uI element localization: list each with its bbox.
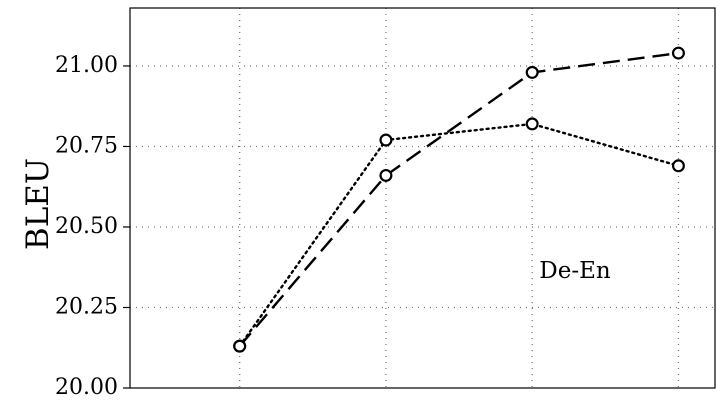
y-tick-label: 21.00 <box>55 53 118 78</box>
plot-frame <box>129 7 716 389</box>
series-layer <box>233 46 685 353</box>
dashed-series-point <box>379 168 393 182</box>
chart-annotation: De-En <box>539 258 611 284</box>
dotted-series-point <box>525 117 539 131</box>
series-dashed-line <box>238 51 679 347</box>
dotted-series-point <box>233 339 247 353</box>
grid <box>130 8 715 388</box>
axes <box>129 7 716 389</box>
y-ticks: 20.00 20.25 20.50 20.75 21.00 <box>55 53 130 400</box>
dashed-series-point <box>525 65 539 79</box>
y-tick-label: 20.75 <box>55 133 118 158</box>
dotted-series-point <box>671 159 685 173</box>
y-tick-label: 20.00 <box>55 375 118 400</box>
series-dotted-line <box>238 122 680 348</box>
y-axis-label: BLEU <box>20 158 56 250</box>
y-tick-label: 20.25 <box>55 294 118 319</box>
dotted-series-point <box>379 133 393 147</box>
y-tick-label: 20.50 <box>55 214 118 239</box>
dashed-series-point <box>671 46 685 60</box>
